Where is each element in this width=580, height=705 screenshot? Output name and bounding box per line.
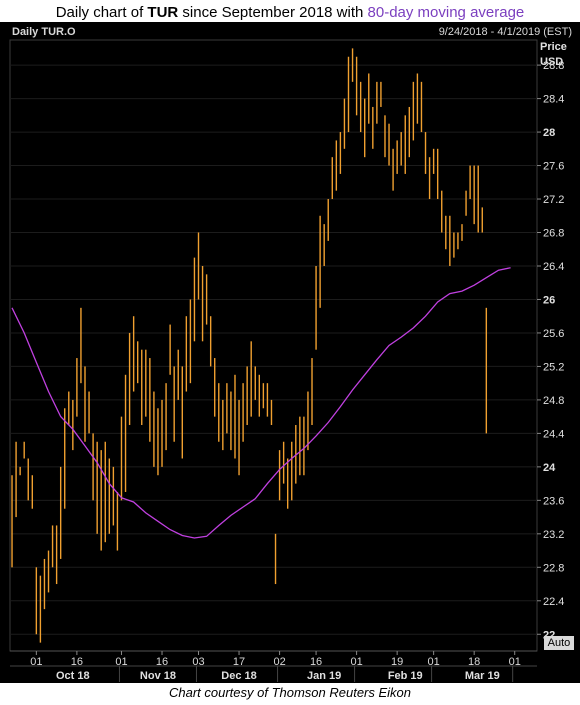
x-day-label: 16 [156,656,168,668]
y-tick-label: 27.2 [543,194,564,206]
title-ma-label: 80-day moving average [367,4,525,21]
x-day-label: 18 [468,656,480,668]
x-month-label: Dec 18 [221,670,256,682]
y-tick-label: 24.4 [543,428,564,440]
x-day-label: 16 [71,656,83,668]
y-tick-label: 28.4 [543,94,564,106]
x-month-label: Nov 18 [140,670,176,682]
y-tick-label: 23.2 [543,529,564,541]
x-month-label: Feb 19 [388,670,423,682]
title-prefix: Daily chart of [55,4,148,21]
x-day-label: 02 [273,656,285,668]
unit-label: USD [540,56,564,68]
y-tick-label: 22.4 [543,596,564,608]
date-range-label: 9/24/2018 - 4/1/2019 (EST) [438,26,572,38]
title-mid: since September 2018 with [178,4,368,21]
x-month-label: Oct 18 [56,670,90,682]
x-day-label: 01 [30,656,42,668]
x-day-label: 01 [428,656,440,668]
y-tick-label: 28 [543,127,555,139]
price-axis-header: Price USD [540,40,567,70]
chart-caption: Chart courtesy of Thomson Reuters Eikon [168,685,412,700]
y-tick-label: 23.6 [543,495,564,507]
y-tick-label: 28.8 [543,60,564,72]
x-month-label: Jan 19 [307,670,341,682]
x-month-label: Mar 19 [465,670,500,682]
ticker-label: Daily TUR.O [12,26,76,38]
x-day-label: 19 [391,656,403,668]
y-tick-label: 27.6 [543,161,564,173]
y-tick-label: 26.4 [543,261,564,273]
moving-average-line [11,267,511,539]
title-ticker: TUR [147,4,179,21]
x-day-label: 01 [115,656,127,668]
y-tick-label: 24.8 [543,395,564,407]
x-day-label: 17 [233,656,245,668]
auto-scale-button[interactable]: Auto [544,636,574,650]
y-tick-label: 26.8 [543,228,564,240]
y-tick-label: 25.6 [543,328,564,340]
x-day-label: 01 [509,656,521,668]
y-tick-label: 24 [543,462,556,474]
y-tick-label: 25.2 [543,361,564,373]
y-tick-label: 22.8 [543,562,564,574]
price-label: Price [540,41,567,53]
x-day-label: 03 [192,656,204,668]
x-day-label: 16 [310,656,322,668]
y-tick-label: 26 [543,294,555,306]
chart-title: Daily chart of TUR since September 2018 … [0,4,580,21]
price-chart[interactable]: 2222.422.823.223.62424.424.825.225.62626… [0,0,580,683]
x-day-label: 01 [350,656,362,668]
